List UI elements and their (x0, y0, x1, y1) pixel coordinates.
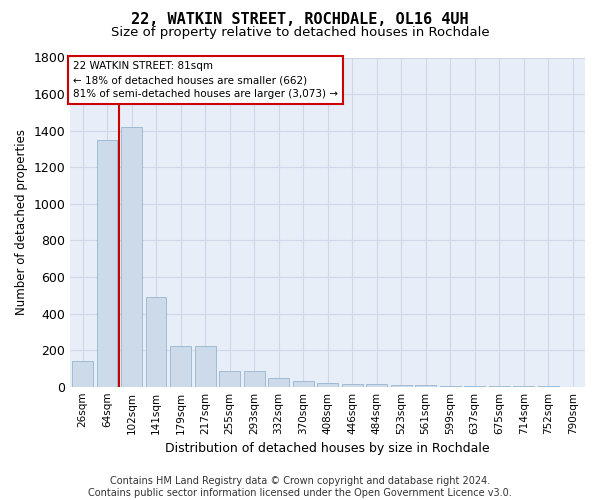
Bar (342, 384, 362, 386)
Text: Size of property relative to detached houses in Rochdale: Size of property relative to detached ho… (110, 26, 490, 39)
Bar (293, 381, 314, 386)
Bar (415, 385, 436, 386)
Text: 22 WATKIN STREET: 81sqm
← 18% of detached houses are smaller (662)
81% of semi-d: 22 WATKIN STREET: 81sqm ← 18% of detache… (73, 61, 338, 99)
Bar (146, 297, 166, 386)
Y-axis label: Number of detached properties: Number of detached properties (15, 129, 28, 315)
X-axis label: Distribution of detached houses by size in Rochdale: Distribution of detached houses by size … (166, 442, 490, 455)
Text: 22, WATKIN STREET, ROCHDALE, OL16 4UH: 22, WATKIN STREET, ROCHDALE, OL16 4UH (131, 12, 469, 28)
Bar (97, 140, 118, 386)
Text: Contains HM Land Registry data © Crown copyright and database right 2024.
Contai: Contains HM Land Registry data © Crown c… (88, 476, 512, 498)
Bar (219, 371, 240, 386)
Bar (121, 127, 142, 386)
Bar (244, 371, 265, 386)
Bar (170, 346, 191, 387)
Bar (366, 384, 387, 386)
Bar (317, 383, 338, 386)
Bar (72, 361, 93, 386)
Bar (268, 378, 289, 386)
Bar (391, 385, 412, 386)
Bar (194, 346, 215, 387)
